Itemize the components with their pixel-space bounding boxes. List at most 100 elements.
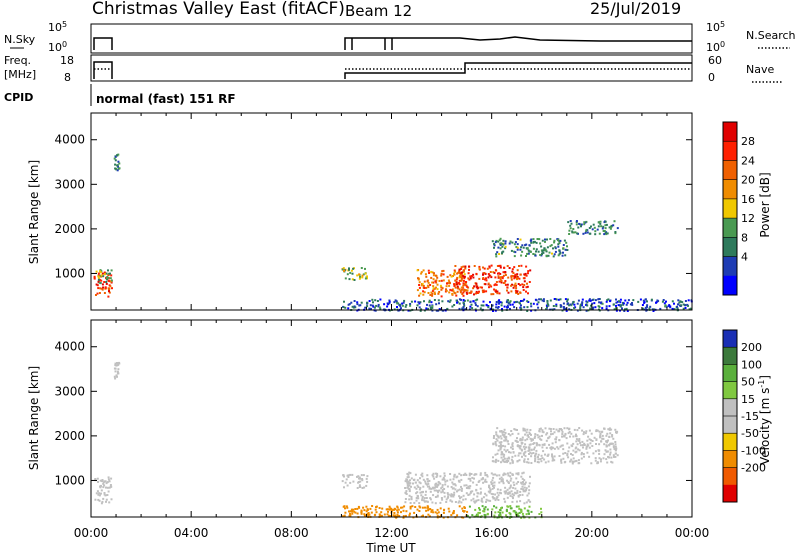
- velocity-echo-cell: [484, 492, 487, 495]
- velocity-echo-cell: [424, 482, 427, 485]
- velocity-echo-cell: [541, 457, 544, 460]
- power-echo-cell: [544, 238, 546, 241]
- velocity-echo-cell: [585, 447, 588, 450]
- power-echo-cell: [100, 279, 103, 282]
- velocity-echo-cell: [524, 429, 527, 432]
- power-echo-cell: [688, 308, 691, 311]
- power-echo-cell: [393, 301, 396, 304]
- velocity-echo-cell: [501, 478, 504, 481]
- velocity-echo-cell: [365, 510, 368, 513]
- power-echo-cell: [441, 300, 444, 303]
- power-echo-cell: [526, 300, 529, 303]
- velocity-echo-cell: [422, 490, 424, 493]
- power-echo-cell: [424, 273, 427, 276]
- velocity-echo-cell: [530, 510, 533, 513]
- power-echo-cell: [585, 228, 588, 231]
- power-echo-cell: [508, 267, 511, 269]
- power-echo-cell: [576, 302, 579, 305]
- velocity-echo-cell: [567, 450, 570, 453]
- power-echo-cell: [482, 304, 485, 307]
- power-echo-cell: [447, 300, 450, 303]
- velocity-echo-cell: [609, 442, 612, 445]
- power-echo-cell: [540, 254, 543, 257]
- velocity-echo-cell: [477, 499, 480, 502]
- power-echo-cell: [603, 230, 606, 232]
- velocity-echo-cell: [498, 445, 501, 448]
- velocity-echo-cell: [544, 427, 547, 430]
- velocity-echo-cell: [541, 443, 544, 446]
- power-echo-cell: [561, 254, 564, 257]
- velocity-echo-cell: [520, 516, 523, 519]
- power-echo-cell: [433, 272, 435, 275]
- power-echo-cell: [677, 299, 680, 302]
- power-echo-cell: [377, 303, 380, 306]
- power-echo-cell: [520, 304, 522, 307]
- velocity-echo-cell: [541, 446, 544, 449]
- power-echo-cell: [482, 272, 485, 275]
- velocity-echo-cell: [405, 490, 408, 493]
- velocity-echo-cell: [477, 481, 480, 483]
- velocity-echo-cell: [113, 367, 116, 370]
- velocity-echo-cell: [500, 476, 503, 479]
- velocity-echo-cell: [576, 429, 579, 432]
- velocity-echo-cell: [505, 438, 508, 441]
- velocity-echo-cell: [409, 479, 411, 482]
- velocity-echo-cell: [581, 440, 584, 443]
- power-echo-cell: [348, 267, 350, 270]
- velocity-echo-cell: [106, 481, 109, 484]
- velocity-echo-cell: [415, 492, 418, 495]
- power-echo-cell: [528, 250, 531, 253]
- velocity-echo-cell: [521, 455, 523, 458]
- velocity-echo-cell: [533, 437, 536, 439]
- velocity-echo-cell: [483, 510, 486, 513]
- power-echo-cell: [553, 253, 556, 256]
- velocity-echo-cell: [455, 476, 458, 479]
- velocity-echo-cell: [454, 501, 457, 503]
- power-echo-cell: [679, 304, 681, 307]
- power-echo-cell: [426, 284, 429, 287]
- power-echo-cell: [473, 285, 476, 288]
- velocity-echo-cell: [574, 460, 577, 463]
- power-echo-cell: [495, 301, 498, 303]
- velocity-echo-cell: [615, 431, 618, 434]
- velocity-echo-cell: [575, 446, 578, 449]
- velocity-echo-cell: [468, 474, 471, 477]
- power-echo-cell: [446, 275, 449, 278]
- velocity-echo-cell: [494, 441, 497, 443]
- freq-panel: [90, 54, 693, 82]
- power-echo-cell: [530, 302, 532, 305]
- power-echo-cell: [469, 291, 472, 294]
- power-echo-cell: [604, 220, 607, 223]
- velocity-echo-cell: [497, 494, 500, 497]
- power-echo-cell: [504, 280, 507, 282]
- velocity-echo-cell: [532, 443, 535, 445]
- velocity-echo-cell: [354, 508, 357, 510]
- power-echo-cell: [449, 299, 452, 302]
- power-echo-cell: [351, 278, 354, 281]
- velocity-echo-cell: [393, 507, 396, 510]
- velocity-echo-cell: [349, 514, 352, 517]
- power-echo-cell: [493, 271, 496, 274]
- power-echo-cell: [483, 267, 486, 270]
- velocity-echo-cell: [566, 427, 569, 430]
- velocity-echo-cell: [103, 493, 106, 496]
- power-echo-cell: [516, 276, 519, 278]
- power-echo-cell: [347, 303, 350, 306]
- power-echo-cell: [499, 301, 502, 304]
- power-echo-cell: [503, 266, 506, 269]
- velocity-echo-cell: [537, 461, 540, 464]
- velocity-echo-cell: [560, 461, 563, 464]
- power-echo-cell: [557, 245, 560, 248]
- power-echo-cell: [429, 284, 432, 286]
- velocity-echo-cell: [514, 454, 517, 457]
- velocity-echo-cell: [478, 508, 481, 511]
- velocity-echo-cell: [569, 460, 572, 463]
- power-echo-cell: [673, 308, 676, 311]
- velocity-echo-cell: [468, 472, 471, 475]
- power-echo-cell: [101, 283, 104, 286]
- power-echo-cell: [435, 286, 437, 289]
- velocity-echo-cell: [423, 497, 426, 500]
- velocity-echo-cell: [341, 480, 344, 483]
- power-echo-cell: [420, 308, 423, 311]
